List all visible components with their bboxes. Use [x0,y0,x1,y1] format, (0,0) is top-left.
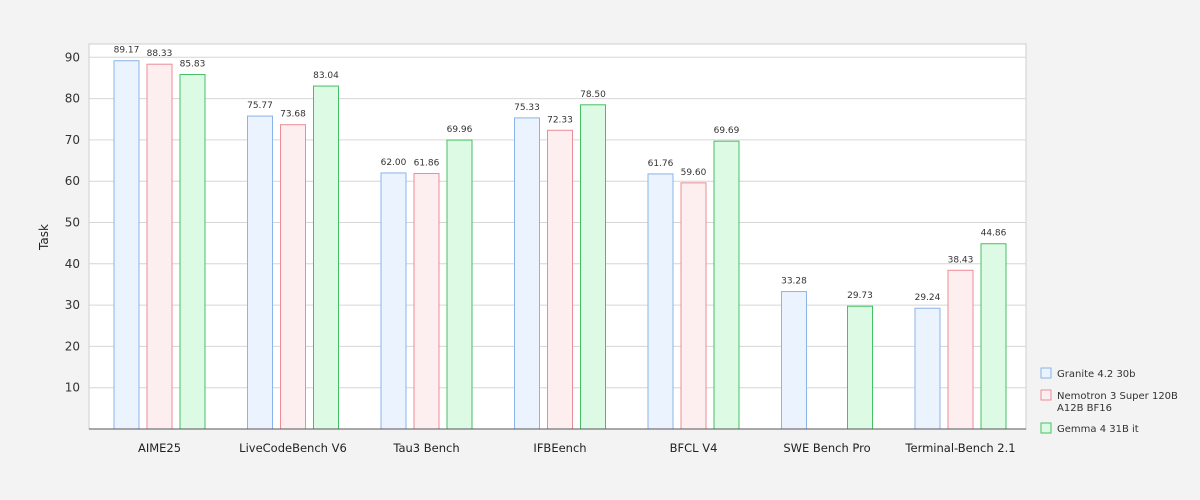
bar [446,139,473,430]
bar [113,60,140,430]
y-tick-label: 70 [65,133,80,147]
x-tick-label: SWE Bench Pro [783,441,870,455]
data-label: 88.33 [147,49,173,59]
bar [380,172,407,430]
x-tick-label: BFCL V4 [670,441,718,455]
bar [413,173,440,430]
y-tick-label: 30 [65,298,80,312]
y-axis-ticks: 10 20 30 40 50 60 70 80 90 [65,50,80,394]
y-tick-label: 60 [65,174,80,188]
data-label: 59.60 [681,168,707,178]
y-tick-label: 10 [65,381,80,395]
data-label: 89.17 [114,46,140,56]
data-label: 69.69 [714,126,740,136]
bar [547,129,573,430]
bar [947,269,974,430]
data-label: 61.76 [648,159,674,169]
x-tick-label: Terminal-Bench 2.1 [904,441,1015,455]
y-tick-label: 80 [65,92,80,106]
bar [146,63,173,430]
legend-item: Granite 4.2 30b [1040,367,1136,380]
bar [280,124,306,430]
value-labels: 89.17 88.33 85.83 75.77 73.68 83.04 62.00 61.86… [114,46,1007,304]
bar [313,85,339,430]
data-label: 69.96 [447,125,473,135]
category-labels: AIME25 LiveCodeBench V6 Tau3 Bench IFBEench… [138,441,1016,455]
data-label: 73.68 [280,110,306,120]
y-tick-label: 40 [65,257,80,271]
data-label: 29.73 [847,291,873,301]
legend-swatch [1040,422,1052,434]
legend-item: Gemma 4 31B it [1040,422,1139,435]
data-label: 61.86 [414,159,440,169]
bar [179,74,206,430]
legend-label: Granite 4.2 30b [1057,369,1136,380]
legend-label: A12B BF16 [1057,403,1112,414]
data-label: 75.77 [247,101,273,111]
bar [647,173,674,430]
bar [914,307,941,430]
x-tick-label: AIME25 [138,441,181,455]
y-tick-label: 50 [65,216,80,230]
bars [113,60,1007,430]
y-axis-title: Task [37,224,51,251]
bar [713,140,740,430]
x-tick-label: IFBEench [533,441,586,455]
x-tick-label: Tau3 Bench [392,441,459,455]
data-label: 75.33 [514,103,540,113]
legend: Granite 4.2 30b Nemotron 3 Super 120BA12B… [1040,367,1178,435]
bar [980,243,1007,430]
bar [847,305,873,430]
data-label: 33.28 [781,277,807,287]
legend-swatch [1040,367,1052,379]
bar [247,115,273,430]
data-label: 83.04 [313,71,339,81]
data-label: 44.86 [981,229,1007,239]
bar [781,291,807,430]
legend-label: Gemma 4 31B it [1057,424,1139,435]
data-label: 29.24 [915,293,941,303]
x-tick-label: LiveCodeBench V6 [239,441,347,455]
data-label: 62.00 [381,158,407,168]
data-label: 38.43 [948,255,974,265]
data-label: 85.83 [180,60,206,70]
y-tick-label: 20 [65,339,80,353]
bar [514,117,540,430]
bar [680,182,707,430]
legend-label: Nemotron 3 Super 120B [1057,391,1178,402]
y-tick-label: 90 [65,50,80,64]
data-label: 72.33 [547,115,573,125]
data-label: 78.50 [580,90,606,100]
legend-swatch [1040,389,1052,401]
bar [580,104,606,430]
